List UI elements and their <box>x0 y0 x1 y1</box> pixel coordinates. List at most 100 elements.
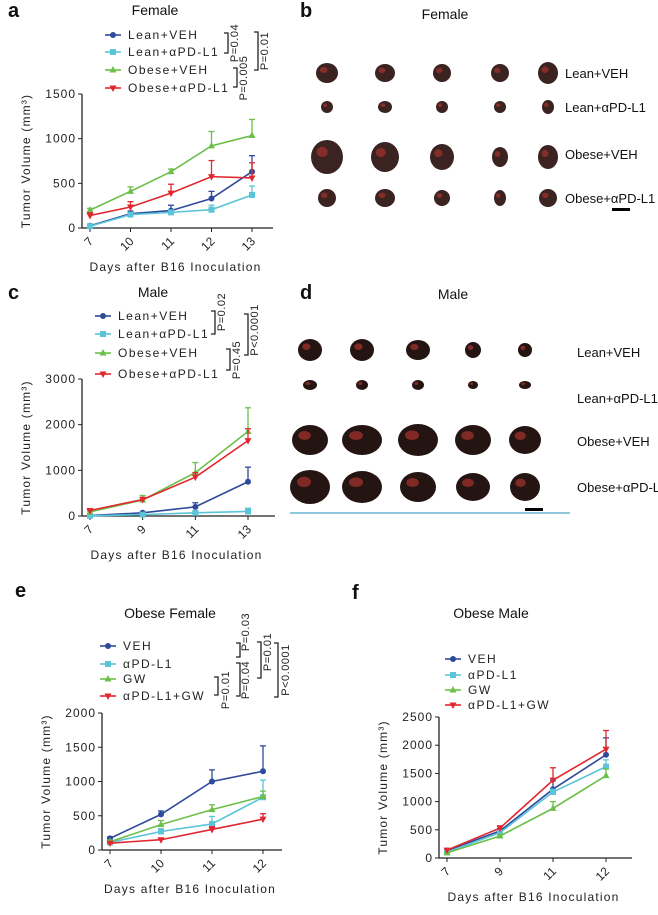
tumor-photo-b-highlight <box>436 67 443 74</box>
data-point <box>87 223 93 230</box>
photo-b-background <box>300 50 558 220</box>
x-tick-label: 12 <box>198 234 218 254</box>
x-tick-label: 7 <box>438 864 453 879</box>
photo-d-row-label: Lean+αPD-L1 <box>577 391 658 406</box>
x-tick-label: 11 <box>199 856 218 875</box>
tumor-photo-b <box>538 145 558 169</box>
series-αPD-L1+GW <box>443 729 610 855</box>
data-point <box>209 778 215 785</box>
tumor-photo-d <box>303 380 317 390</box>
series-line <box>89 481 249 517</box>
data-point <box>245 508 251 515</box>
significance-bracket <box>214 676 219 696</box>
tumor-photo-b <box>491 64 509 82</box>
data-point <box>208 826 216 834</box>
tumor-photo-d <box>342 425 382 455</box>
series-line <box>89 510 249 517</box>
y-tick-label: 2500 <box>402 710 433 724</box>
y-tick-label: 0 <box>68 221 76 235</box>
tumor-photo-b-highlight <box>541 66 549 73</box>
x-tick-label: 7 <box>81 522 96 537</box>
p-value-label: P=0.04 <box>240 661 252 699</box>
tumor-photo-b-highlight <box>544 102 549 107</box>
tumor-photo-b <box>430 144 454 170</box>
tumor-photo-b-highlight <box>316 146 328 157</box>
series-line <box>446 754 607 852</box>
x-axis-label: Days after B16 Inoculation <box>91 548 263 562</box>
p-value-label: P=0.005 <box>238 56 250 101</box>
tumor-photo-b-highlight <box>380 103 386 107</box>
tumor-photo-b <box>318 189 336 207</box>
data-point <box>87 512 93 519</box>
data-point <box>167 190 175 198</box>
legend-marker <box>104 675 112 682</box>
legend-label: Obese+αPD-L1 <box>118 367 219 381</box>
data-point <box>208 195 215 202</box>
p-value-label: P=0.03 <box>240 613 252 651</box>
legend-label: Obese+VEH <box>118 346 199 360</box>
tumor-photo-b <box>494 190 506 206</box>
tumor-photo-d <box>356 380 368 390</box>
p-value-label: P=0.02 <box>216 293 228 331</box>
tumor-photo-d-highlight <box>461 431 474 440</box>
legend-marker <box>105 643 111 649</box>
x-axis-label: Days after B16 Inoculation <box>104 882 276 896</box>
series-line <box>446 774 607 854</box>
legend-marker <box>450 672 456 678</box>
tumor-photo-d <box>509 426 541 454</box>
tumor-photo-b <box>375 64 395 82</box>
data-point <box>127 204 134 212</box>
series-line <box>446 765 607 854</box>
chart-e <box>98 641 282 854</box>
legend-label: Lean+αPD-L1 <box>128 45 219 59</box>
tumor-photo-d <box>412 380 424 390</box>
data-point <box>208 805 216 813</box>
data-point <box>158 811 164 818</box>
p-value-label: P<0.0001 <box>280 644 292 695</box>
series-line <box>89 439 249 512</box>
tumor-photo-b <box>371 142 399 172</box>
series-VEH <box>444 737 609 854</box>
tumor-photo-d-highlight <box>297 476 311 487</box>
data-point <box>248 175 256 182</box>
data-point <box>191 474 199 482</box>
series-αPD-L1+GW <box>106 813 267 848</box>
photo-b-row-label: Obese+VEH <box>565 147 638 162</box>
data-point <box>168 209 174 216</box>
tumor-photo-d-highlight <box>302 343 311 351</box>
tumor-photo-b-highlight <box>378 192 386 198</box>
tumor-photo-d <box>350 339 374 361</box>
series-Lean+αPD-L1 <box>87 507 251 519</box>
tumor-photo-b-highlight <box>434 149 443 158</box>
tumor-photo-b-highlight <box>436 193 443 199</box>
panel-label-d: d <box>300 282 313 304</box>
tumor-photo-d <box>468 381 478 389</box>
legend-label: Obese+VEH <box>128 63 209 77</box>
panel-b-title: Female <box>421 6 469 22</box>
data-point <box>139 497 147 504</box>
data-point <box>496 832 504 839</box>
photo-d-row-label: Obese+αPD-L1 <box>577 480 658 495</box>
legend-marker <box>449 702 457 709</box>
y-tick-label: 1000 <box>45 132 76 146</box>
tumor-photo-b-highlight <box>494 151 501 157</box>
y-tick-label: 2000 <box>65 706 96 720</box>
tumor-photo-d <box>298 339 322 361</box>
tumor-photo-d-highlight <box>520 345 526 350</box>
tumor-photo-b <box>436 101 448 113</box>
tumor-photo-d-highlight <box>467 345 474 350</box>
scale-bar-b <box>612 208 630 211</box>
tumor-photo-d <box>518 343 532 357</box>
legend-marker <box>100 313 106 319</box>
tumor-photo-b <box>492 147 508 167</box>
y-tick-label: 1500 <box>402 766 433 780</box>
x-tick-label: 10 <box>117 234 137 254</box>
y-tick-label: 0 <box>68 509 76 523</box>
data-point <box>603 763 609 770</box>
tumor-photo-d <box>406 340 430 360</box>
legend-marker <box>109 66 117 73</box>
panel-label-c: c <box>8 282 20 304</box>
x-tick-label: 13 <box>239 234 259 254</box>
